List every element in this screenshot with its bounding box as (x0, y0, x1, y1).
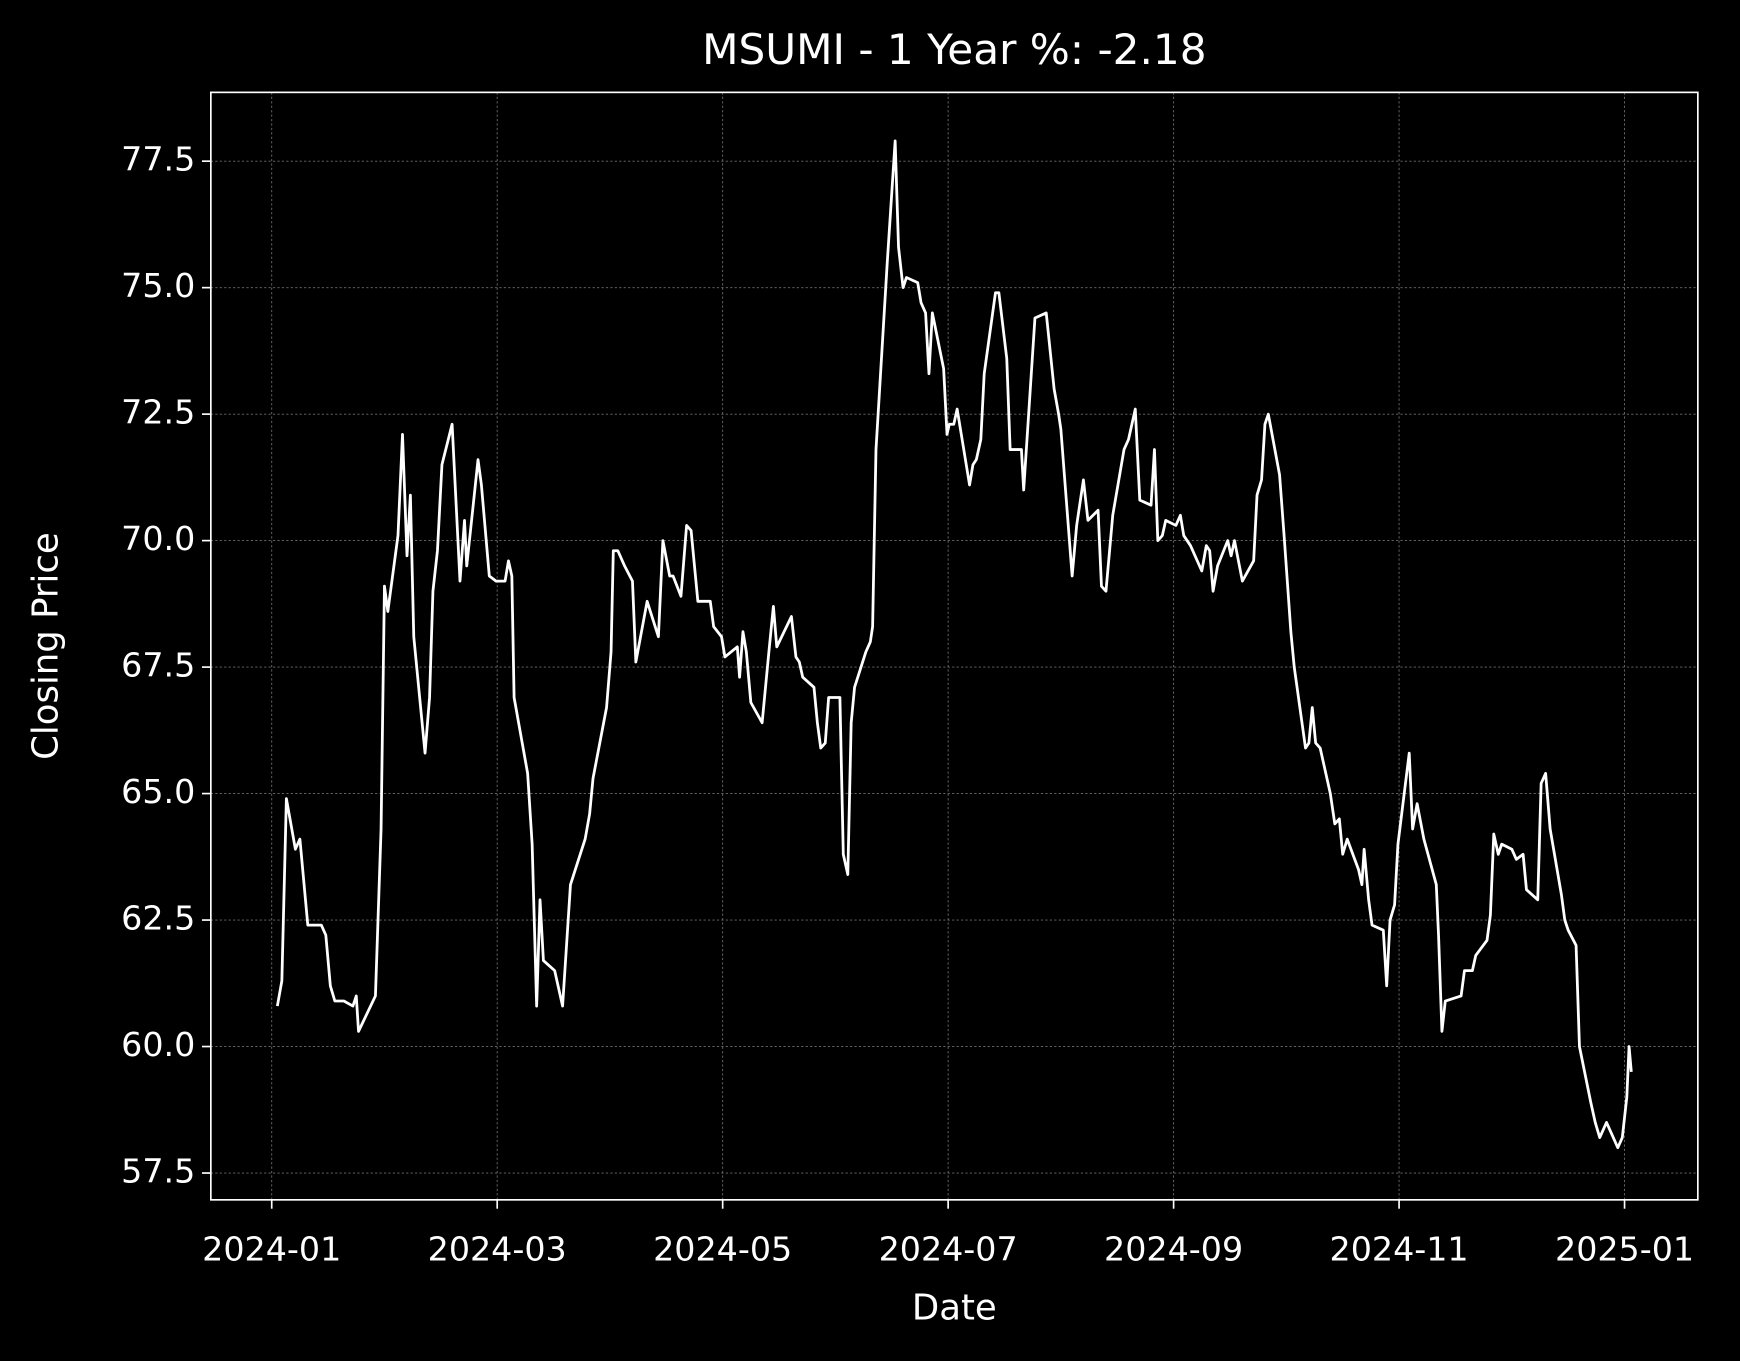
x-tick-label: 2025-01 (1555, 1229, 1694, 1268)
x-tick-label: 2024-03 (428, 1229, 567, 1268)
y-tick-label: 75.0 (121, 266, 195, 305)
plot-frame (210, 91, 1699, 1201)
x-axis-label: Date (912, 1288, 997, 1329)
y-tick-label: 67.5 (121, 646, 195, 685)
y-tick-label: 60.0 (121, 1025, 195, 1064)
y-tick-label: 65.0 (121, 772, 195, 811)
x-tick-label: 2024-09 (1104, 1229, 1243, 1268)
x-tick-label: 2024-11 (1330, 1229, 1469, 1268)
y-tick-label: 62.5 (121, 899, 195, 938)
y-axis-label: Closing Price (26, 532, 67, 760)
price-line (275, 139, 1633, 1150)
y-tick-label: 72.5 (121, 393, 195, 432)
y-tick-label: 57.5 (121, 1152, 195, 1191)
y-tick-label: 77.5 (121, 140, 195, 179)
y-tick-label: 70.0 (121, 519, 195, 558)
x-tick-label: 2024-05 (653, 1229, 792, 1268)
x-tick-label: 2024-01 (202, 1229, 341, 1268)
x-tick-label: 2024-07 (879, 1229, 1018, 1268)
chart-title: MSUMI - 1 Year %: -2.18 (702, 25, 1206, 74)
